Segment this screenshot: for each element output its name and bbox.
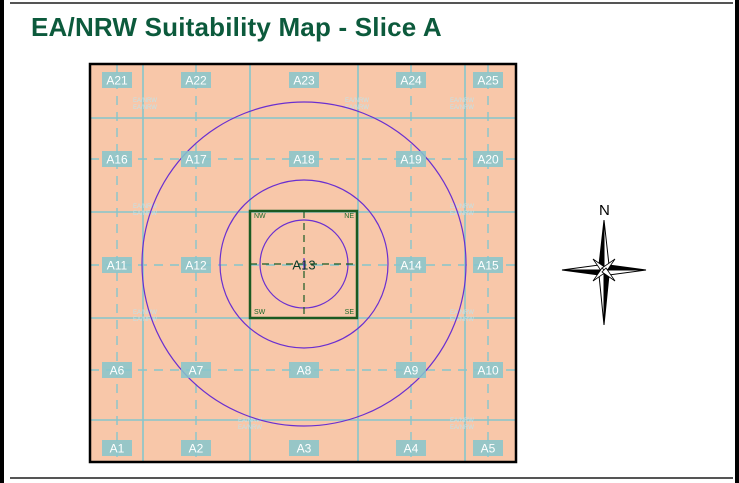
cell-label-a16: A16 xyxy=(106,153,128,167)
radius-circle xyxy=(141,101,467,427)
cell-label-a2: A2 xyxy=(189,442,204,456)
cell-label-a15: A15 xyxy=(477,259,499,273)
cell-label-bg xyxy=(473,257,503,273)
cell-label-a25: A25 xyxy=(477,74,499,88)
left-border xyxy=(0,0,4,483)
map-border xyxy=(88,62,518,464)
cell-label-bg xyxy=(181,72,211,88)
cell-label-a6: A6 xyxy=(110,364,125,378)
cell-label-a22: A22 xyxy=(185,74,207,88)
cell-label-a1: A1 xyxy=(110,442,125,456)
radius-circle xyxy=(219,179,389,349)
watermark-text: EA/NRW xyxy=(133,105,157,111)
cell-label-a4: A4 xyxy=(404,442,419,456)
north-label: N xyxy=(599,202,610,219)
cell-label-a11: A11 xyxy=(107,259,128,273)
watermark-text: EA/NRW xyxy=(450,418,474,424)
watermark-text: EA/NRW xyxy=(450,105,474,111)
cell-label-bg xyxy=(289,440,319,456)
cell-label-bg xyxy=(102,72,132,88)
cell-label-bg xyxy=(181,257,211,273)
corner-label-nw: NW xyxy=(254,213,266,220)
cell-label-a18: A18 xyxy=(293,153,315,167)
corner-label-ne: NE xyxy=(344,213,354,220)
watermark-text: EA/NRW xyxy=(133,310,157,316)
cell-label-a13: A13 xyxy=(292,258,315,273)
cell-label-a21: A21 xyxy=(106,74,128,88)
map-background xyxy=(90,64,516,462)
watermark-text: EA/NRW xyxy=(345,105,369,111)
cell-label-bg xyxy=(181,151,211,167)
corner-label-se: SE xyxy=(345,309,355,316)
cell-label-a3: A3 xyxy=(297,442,312,456)
cell-label-a7: A7 xyxy=(189,364,204,378)
watermark-text: EA/NRW xyxy=(133,317,157,323)
cell-label-a12: A12 xyxy=(185,259,207,273)
cell-label-bg xyxy=(102,151,132,167)
cell-label-a23: A23 xyxy=(293,74,315,88)
cell-label-a17: A17 xyxy=(185,153,207,167)
watermark-text: EA/NRW xyxy=(450,425,474,431)
cell-label-a14: A14 xyxy=(400,259,422,273)
cell-label-a8: A8 xyxy=(297,364,312,378)
cell-label-bg xyxy=(289,151,319,167)
cell-label-a24: A24 xyxy=(400,74,422,88)
bottom-rule xyxy=(10,477,733,479)
cell-label-a5: A5 xyxy=(481,442,496,456)
cell-label-bg xyxy=(181,362,211,378)
cell-label-a19: A19 xyxy=(400,153,422,167)
page-title: EA/NRW Suitability Map - Slice A xyxy=(31,12,442,42)
cell-label-bg xyxy=(396,257,426,273)
watermark-text: EA/NRW xyxy=(345,98,369,104)
map-area: EA/NRWEA/NRWEA/NRWEA/NRWEA/NRWEA/NRWEA/N… xyxy=(88,62,518,464)
corner-label-sw: SW xyxy=(254,309,266,316)
top-rule xyxy=(10,2,733,4)
cell-label-bg xyxy=(102,440,132,456)
cell-label-bg xyxy=(396,151,426,167)
watermark-text: EA/NRW xyxy=(450,310,474,316)
watermark-text: EA/NRW xyxy=(450,98,474,104)
watermark-text: EA/NRW xyxy=(133,211,157,217)
cell-label-bg xyxy=(102,362,132,378)
watermark-text: EA/NRW xyxy=(450,204,474,210)
cell-label-bg xyxy=(396,362,426,378)
watermark-text: EA/NRW xyxy=(133,204,157,210)
cell-label-bg xyxy=(473,72,503,88)
watermark-text: EA/NRW xyxy=(238,418,262,424)
cell-label-bg xyxy=(181,440,211,456)
watermark-text: EA/NRW xyxy=(450,211,474,217)
cell-label-bg xyxy=(102,257,132,273)
cell-label-bg xyxy=(473,362,503,378)
cell-label-bg xyxy=(289,362,319,378)
cell-label-a10: A10 xyxy=(477,364,499,378)
cell-label-a20: A20 xyxy=(477,153,499,167)
cell-label-bg xyxy=(473,151,503,167)
cell-label-a9: A9 xyxy=(404,364,419,378)
watermark-text: EA/NRW xyxy=(133,98,157,104)
right-border xyxy=(735,0,739,483)
watermark-text: EA/NRW xyxy=(450,317,474,323)
cell-label-bg xyxy=(473,440,503,456)
compass-rose-icon: N xyxy=(561,202,647,326)
cell-label-bg xyxy=(396,72,426,88)
cell-label-bg xyxy=(289,72,319,88)
watermark-text: EA/NRW xyxy=(238,425,262,431)
cell-label-bg xyxy=(396,440,426,456)
